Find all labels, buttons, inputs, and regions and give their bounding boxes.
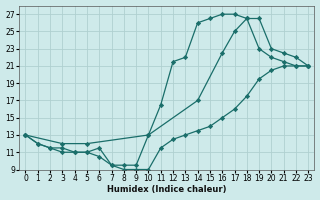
- X-axis label: Humidex (Indice chaleur): Humidex (Indice chaleur): [107, 185, 227, 194]
